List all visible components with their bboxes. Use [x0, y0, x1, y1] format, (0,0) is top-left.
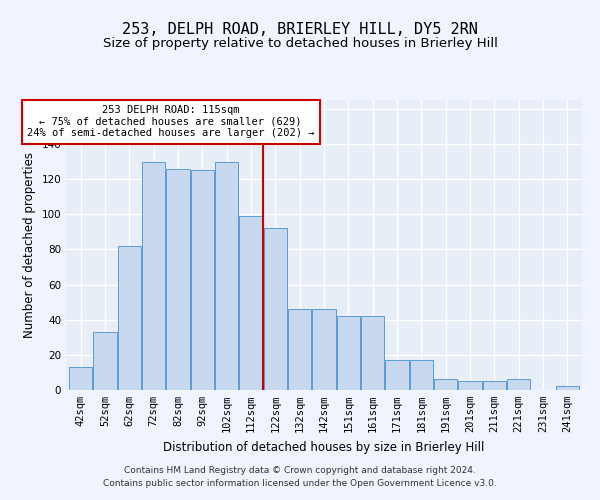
- Bar: [191, 170, 214, 390]
- Bar: [264, 228, 287, 390]
- Bar: [337, 316, 360, 390]
- Bar: [239, 216, 263, 390]
- Bar: [166, 168, 190, 390]
- Bar: [385, 360, 409, 390]
- Bar: [94, 332, 116, 390]
- Bar: [69, 367, 92, 390]
- Bar: [434, 380, 457, 390]
- Bar: [142, 162, 165, 390]
- Text: Contains HM Land Registry data © Crown copyright and database right 2024.
Contai: Contains HM Land Registry data © Crown c…: [103, 466, 497, 487]
- Text: 253 DELPH ROAD: 115sqm
← 75% of detached houses are smaller (629)
24% of semi-de: 253 DELPH ROAD: 115sqm ← 75% of detached…: [27, 106, 314, 138]
- Bar: [458, 381, 482, 390]
- Bar: [288, 309, 311, 390]
- Bar: [215, 162, 238, 390]
- Bar: [313, 309, 335, 390]
- Bar: [507, 380, 530, 390]
- Bar: [483, 381, 506, 390]
- Bar: [361, 316, 384, 390]
- Text: 253, DELPH ROAD, BRIERLEY HILL, DY5 2RN: 253, DELPH ROAD, BRIERLEY HILL, DY5 2RN: [122, 22, 478, 38]
- Y-axis label: Number of detached properties: Number of detached properties: [23, 152, 36, 338]
- X-axis label: Distribution of detached houses by size in Brierley Hill: Distribution of detached houses by size …: [163, 440, 485, 454]
- Text: Size of property relative to detached houses in Brierley Hill: Size of property relative to detached ho…: [103, 38, 497, 51]
- Bar: [556, 386, 579, 390]
- Bar: [118, 246, 141, 390]
- Bar: [410, 360, 433, 390]
